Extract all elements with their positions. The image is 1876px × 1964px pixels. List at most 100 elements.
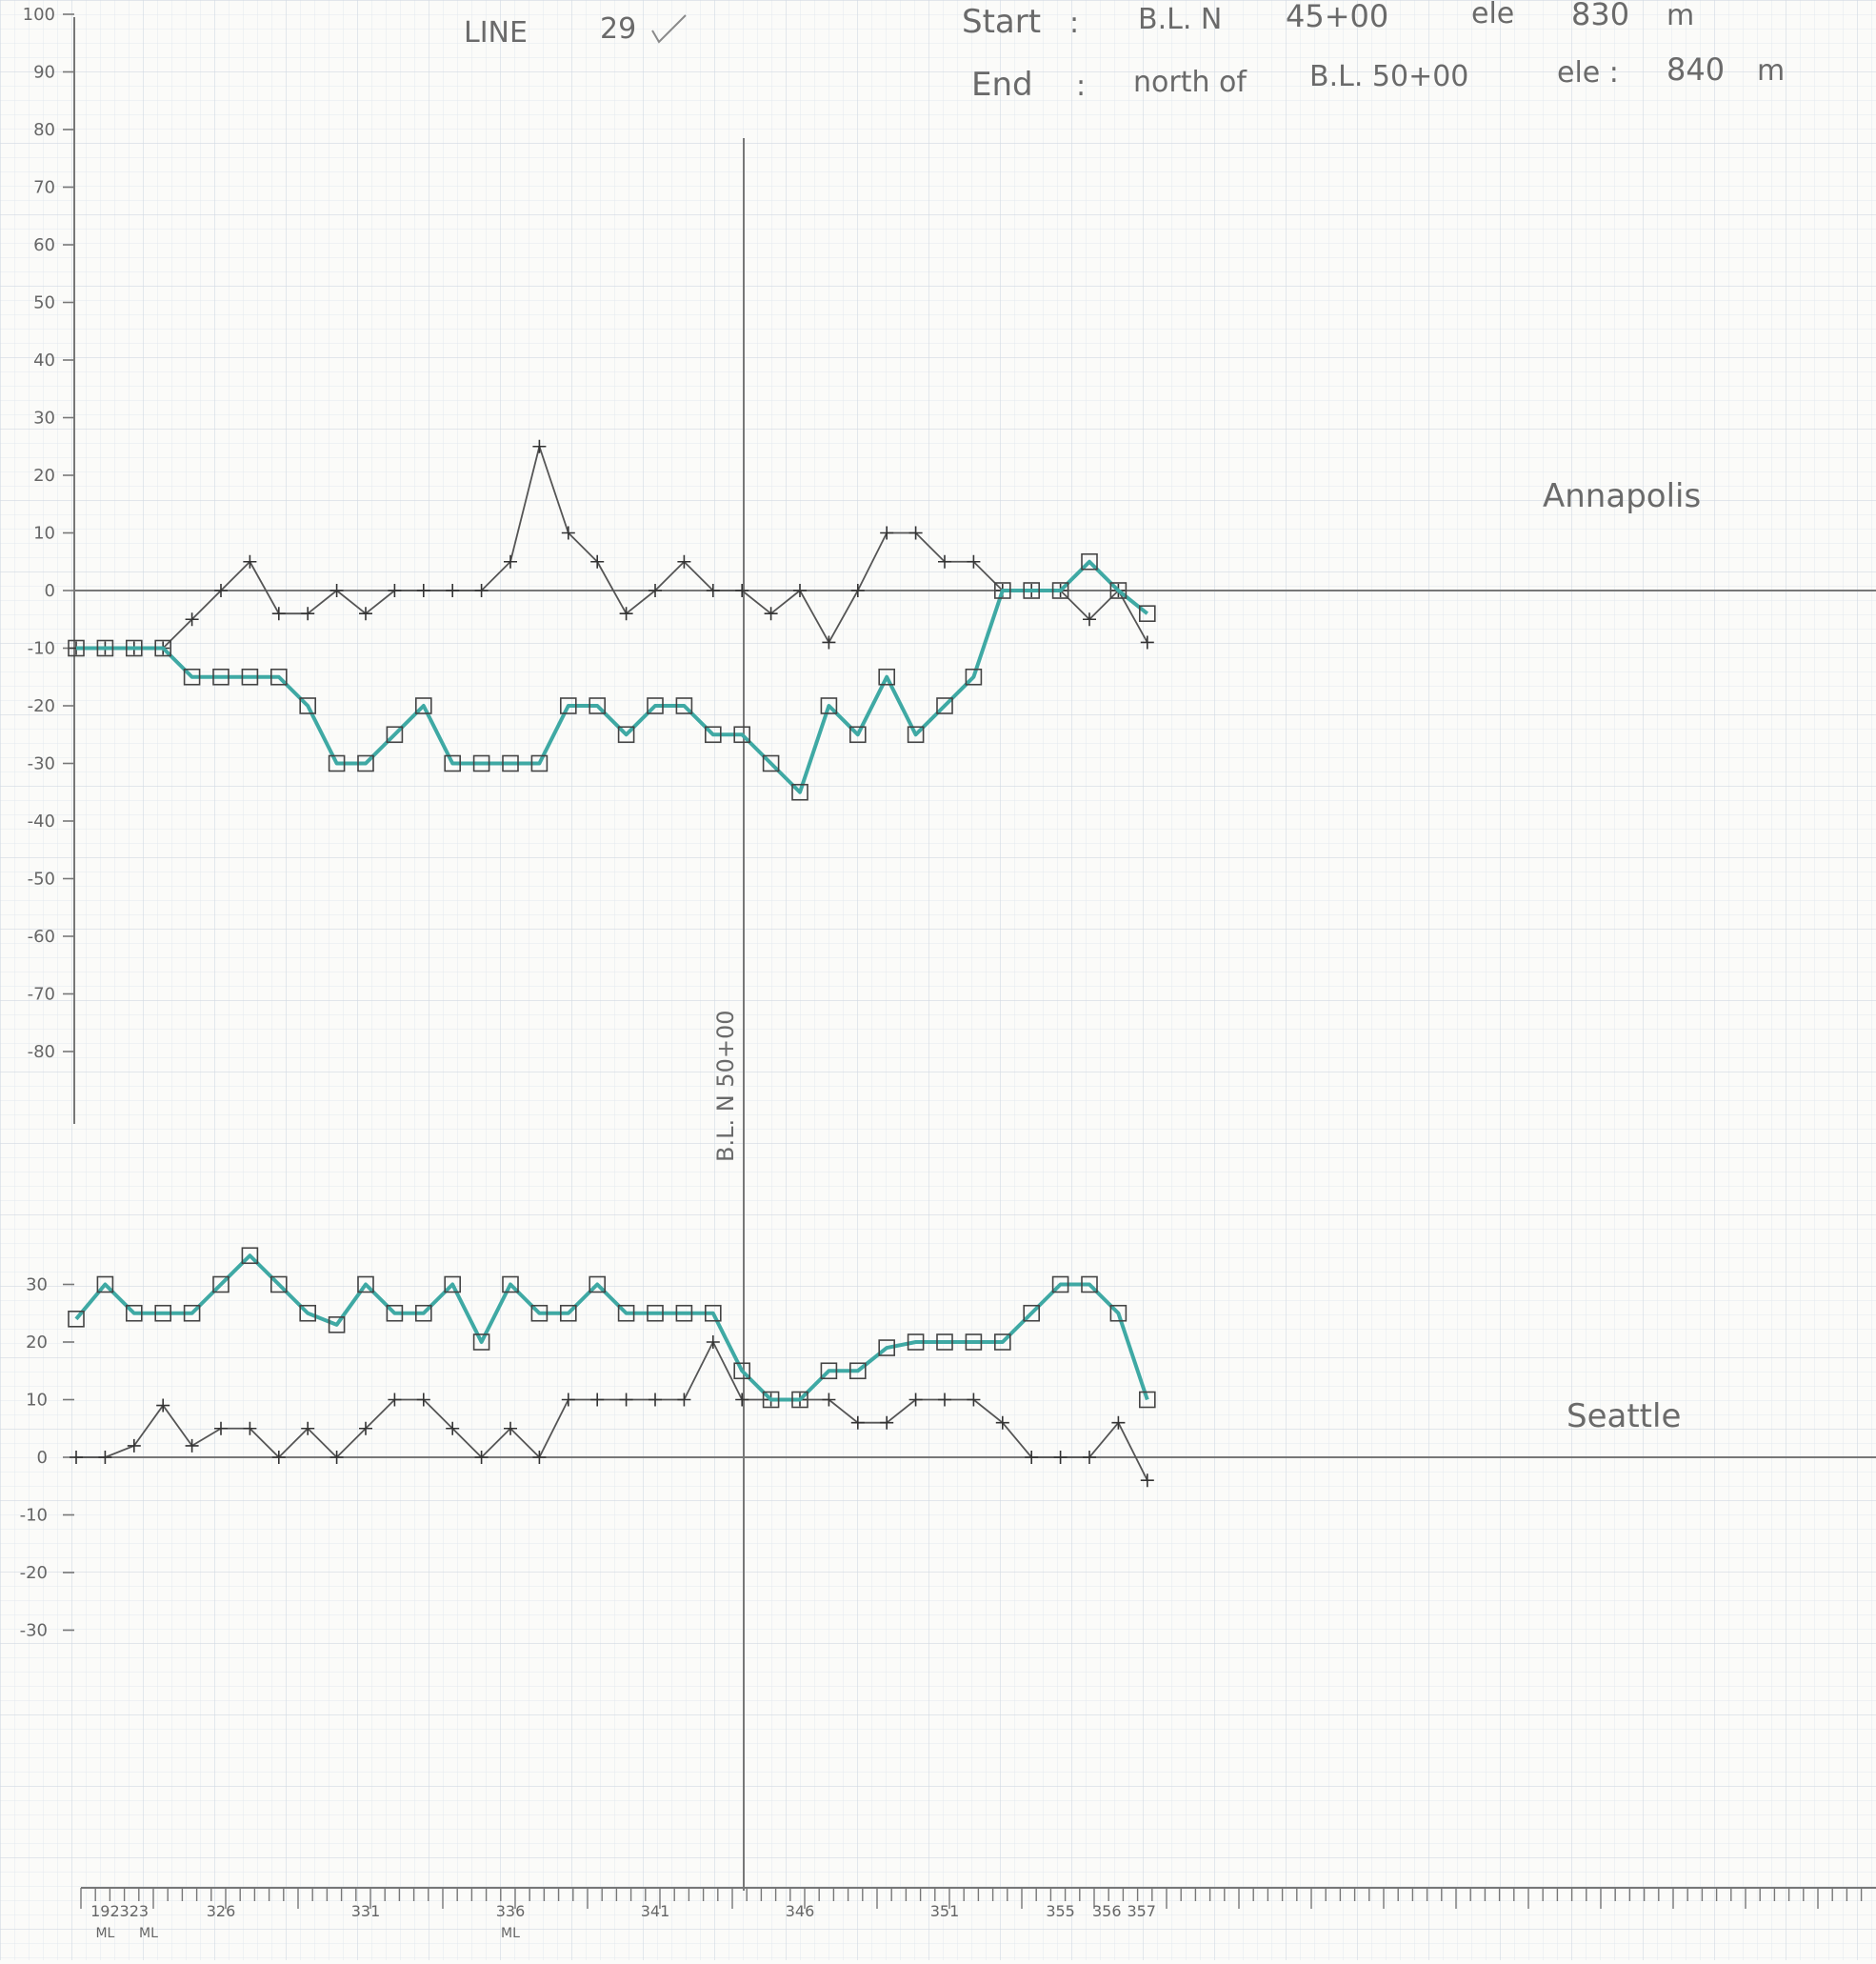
square-marker: [647, 1304, 664, 1322]
square-marker: [848, 1362, 867, 1380]
square-marker: [878, 668, 896, 686]
x-tick-label: 346: [786, 1902, 815, 1920]
plus-marker: [880, 1415, 894, 1430]
plus-marker: [908, 526, 923, 540]
square-marker: [269, 1275, 288, 1293]
square-series-line: [74, 1253, 1149, 1402]
y-tick-label: 60: [33, 235, 55, 255]
square-marker: [386, 726, 404, 744]
square-marker: [154, 1304, 171, 1322]
plus-marker: [1140, 1473, 1154, 1488]
square-marker: [820, 1362, 838, 1380]
square-marker: [126, 639, 143, 657]
square-marker: [154, 639, 171, 657]
square-marker: [328, 1316, 346, 1333]
x-tick-label: 357: [1127, 1902, 1156, 1920]
plus-marker: [388, 1393, 402, 1407]
plus-marker: [735, 584, 749, 597]
plus-marker: [271, 607, 286, 621]
plus-marker: [561, 1393, 575, 1407]
square-marker: [1081, 1275, 1098, 1293]
annapolis-plot: 1009080706050403020100-10-20-30-40-50-60…: [23, 5, 1876, 1124]
y-tick-label: -40: [28, 812, 55, 832]
x-tick-label: 356: [1092, 1902, 1122, 1920]
plus-marker: [301, 1421, 315, 1435]
y-tick-label: -30: [20, 1621, 48, 1641]
end-ele-unit: m: [1757, 54, 1785, 88]
square-marker: [1051, 582, 1069, 599]
y-tick-label: -50: [28, 870, 55, 890]
square-marker: [530, 754, 549, 772]
plus-marker: [532, 439, 547, 453]
square-marker: [357, 754, 374, 772]
square-marker: [647, 697, 664, 714]
square-marker: [1023, 1304, 1040, 1322]
plus-marker: [850, 584, 865, 597]
plus-marker: [301, 607, 315, 621]
plus-marker: [764, 607, 778, 621]
square-marker: [183, 1304, 201, 1322]
x-tick-label: 336: [496, 1902, 526, 1920]
panel-label-seattle: Seattle: [1567, 1397, 1681, 1435]
x-tick-label: 341: [641, 1902, 670, 1920]
y-tick-label: 30: [33, 409, 55, 429]
plus-marker: [416, 584, 430, 597]
square-marker: [68, 1311, 85, 1328]
plus-marker: [967, 554, 981, 569]
end-label: End: [971, 66, 1033, 104]
square-marker: [472, 754, 490, 772]
square-marker: [791, 1391, 808, 1409]
square-marker: [472, 1333, 490, 1351]
square-marker: [936, 1333, 953, 1351]
square-marker: [559, 1304, 577, 1322]
square-marker: [502, 1275, 519, 1293]
square-marker: [241, 668, 259, 686]
square-marker: [907, 726, 925, 744]
y-tick-label: 40: [33, 351, 55, 371]
plus-marker: [98, 1451, 112, 1464]
square-marker: [848, 726, 867, 744]
plus-marker: [938, 1393, 951, 1407]
end-ele-label: ele :: [1557, 56, 1619, 90]
start-ele-value: 830: [1571, 0, 1629, 32]
square-series-line: [76, 559, 1149, 794]
plus-marker: [967, 1393, 981, 1407]
end-location: north of: [1133, 66, 1247, 99]
square-marker: [878, 1339, 896, 1356]
square-marker: [907, 1333, 925, 1351]
check-mark-icon: [651, 14, 687, 44]
plus-marker: [416, 1393, 430, 1407]
start-chainage: 45+00: [1286, 0, 1388, 34]
plus-marker: [880, 526, 894, 540]
line-label: LINE: [464, 16, 528, 50]
square-marker: [96, 1275, 114, 1293]
y-tick-label: 0: [45, 581, 55, 601]
y-tick-label: 30: [26, 1275, 48, 1295]
y-tick-label: 10: [33, 524, 55, 544]
plus-marker: [590, 554, 605, 569]
plus-marker: [474, 584, 489, 597]
square-marker: [820, 697, 838, 714]
line-number: 29: [600, 12, 636, 46]
y-tick-label: 0: [37, 1448, 48, 1468]
plus-marker: [359, 1421, 372, 1435]
svg-text::: :: [1069, 7, 1079, 40]
square-marker: [126, 1304, 143, 1322]
square-marker: [1051, 1275, 1069, 1293]
plus-marker: [793, 584, 807, 597]
plus-marker: [127, 1438, 141, 1453]
seattle-plot: 30 20 10 0 -10 -20 -30: [20, 1247, 1876, 1641]
plus-marker: [706, 1335, 720, 1349]
square-marker: [96, 639, 114, 657]
square-marker: [68, 639, 85, 657]
y-tick-label: -30: [28, 754, 55, 774]
plus-marker: [1025, 1451, 1039, 1464]
square-marker: [965, 668, 983, 686]
plus-marker: [474, 1451, 489, 1464]
square-marker: [762, 1391, 780, 1409]
plus-marker: [1053, 1451, 1068, 1464]
x-tick-label: 323: [120, 1902, 150, 1920]
plus-marker: [590, 1393, 605, 1407]
